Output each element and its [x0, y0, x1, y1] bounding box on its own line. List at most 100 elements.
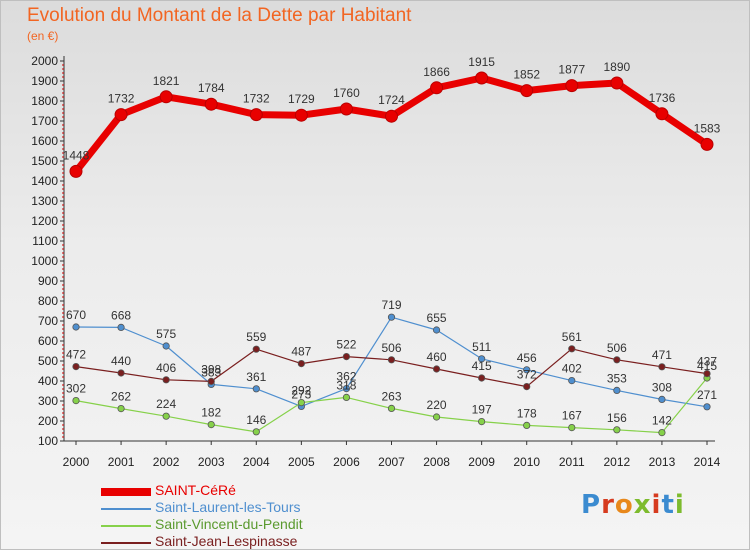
- y-tick-label: 1100: [32, 234, 58, 248]
- y-tick-label: 1500: [31, 154, 58, 168]
- y-tick-label: 300: [38, 394, 58, 408]
- data-label: 460: [427, 350, 447, 364]
- chart-axes: 100 200 300 400 500 600 700 800 900 1000 1100 1200 1…: [31, 54, 720, 469]
- data-label: 146: [246, 413, 266, 427]
- data-point: [613, 426, 621, 434]
- data-label: 522: [336, 338, 356, 352]
- data-label: 1866: [423, 65, 450, 79]
- y-tick-label: 2000: [31, 54, 58, 68]
- data-point: [72, 323, 80, 331]
- data-point: [342, 393, 351, 401]
- data-label: 302: [66, 382, 86, 396]
- data-label: 1760: [333, 86, 360, 100]
- data-point: [342, 352, 351, 361]
- data-point: [655, 107, 669, 121]
- data-point: [114, 108, 128, 122]
- series-1: 670 668 575 383 361 273 362 719 655 511 456 402 353 3…: [66, 298, 717, 411]
- y-tick-label: 400: [38, 374, 58, 388]
- data-point: [520, 84, 534, 98]
- data-label: 402: [562, 362, 582, 376]
- data-label: 719: [381, 298, 401, 312]
- y-tick-label: 800: [38, 294, 58, 308]
- x-tick-label: 2001: [108, 455, 135, 469]
- data-label: 670: [66, 308, 86, 322]
- data-point: [297, 359, 305, 368]
- data-label: 506: [381, 341, 401, 355]
- chart-legend: SAINT-CéRé Saint-Laurent-les-Tours Saint-V…: [101, 482, 401, 551]
- data-point: [478, 374, 486, 382]
- x-tick-label: 2007: [378, 455, 405, 469]
- data-point: [475, 71, 489, 85]
- data-point: [613, 356, 621, 364]
- data-point: [523, 421, 531, 429]
- data-label: 1729: [288, 92, 315, 106]
- data-point: [387, 404, 396, 412]
- data-point: [117, 323, 125, 331]
- data-point: [159, 90, 173, 104]
- data-point: [387, 356, 396, 364]
- data-point: [117, 369, 125, 377]
- data-point: [252, 345, 260, 353]
- y-tick-label: 700: [38, 314, 58, 328]
- data-label: 1583: [694, 121, 721, 135]
- x-tick-label: 2013: [649, 455, 676, 469]
- data-point: [252, 428, 260, 436]
- data-label: 406: [156, 361, 176, 375]
- legend-swatch: [101, 508, 151, 510]
- legend-label: Saint-Laurent-les-Tours: [155, 499, 301, 515]
- x-tick-label: 2000: [63, 455, 90, 469]
- series-0: 1448 1732 1821 1784 1732 1729 1760 1724 1866 1915…: [63, 55, 721, 178]
- data-label: 440: [111, 354, 131, 368]
- data-point: [204, 97, 218, 111]
- data-point: [432, 326, 441, 334]
- data-point: [339, 102, 353, 116]
- data-label: 292: [291, 384, 311, 398]
- data-point: [478, 355, 486, 363]
- data-label: 1448: [63, 148, 90, 162]
- data-point: [700, 137, 714, 151]
- data-label: 167: [562, 409, 582, 423]
- data-point: [72, 362, 80, 371]
- y-tick-label: 1800: [31, 94, 58, 108]
- data-label: 559: [246, 330, 266, 344]
- data-point: [658, 363, 666, 371]
- data-point: [117, 404, 125, 413]
- data-point: [478, 417, 486, 426]
- data-label: 1732: [243, 92, 270, 106]
- legend-swatch: [101, 542, 151, 544]
- data-point: [294, 108, 308, 122]
- y-tick-label: 900: [38, 274, 58, 288]
- data-label: 1784: [198, 81, 225, 95]
- data-label: 220: [427, 398, 447, 412]
- y-tick-label: 600: [38, 334, 58, 348]
- chart-title: Evolution du Montant de la Dette par Hab…: [27, 5, 412, 26]
- series-2: 302 262 224 182 146 292 318 263 220 197 178 167 156 1…: [66, 359, 717, 437]
- data-point: [523, 382, 531, 391]
- legend-item: Saint-Vincent-du-Pendit: [101, 516, 401, 534]
- data-point: [432, 413, 441, 421]
- data-label: 178: [517, 406, 537, 420]
- y-tick-label: 500: [38, 354, 58, 368]
- legend-swatch: [101, 488, 151, 496]
- data-label: 1821: [153, 74, 180, 88]
- data-point: [297, 398, 305, 407]
- data-label: 271: [697, 388, 717, 402]
- data-label: 308: [652, 380, 672, 394]
- data-label: 156: [607, 411, 627, 425]
- proxiti-logo: Proxiti: [581, 490, 685, 520]
- data-label: 506: [607, 341, 627, 355]
- y-tick-label: 1700: [31, 114, 58, 128]
- data-point: [207, 420, 215, 429]
- data-point: [72, 396, 80, 405]
- x-tick-label: 2011: [559, 455, 585, 469]
- data-label: 263: [381, 389, 401, 403]
- y-tick-label: 200: [38, 414, 58, 428]
- y-tick-label: 100: [38, 434, 58, 448]
- x-tick-label: 2012: [604, 455, 631, 469]
- data-label: 1877: [558, 63, 585, 77]
- data-label: 655: [427, 311, 447, 325]
- data-point: [162, 412, 170, 420]
- data-label: 353: [607, 371, 627, 385]
- data-label: 511: [472, 340, 491, 354]
